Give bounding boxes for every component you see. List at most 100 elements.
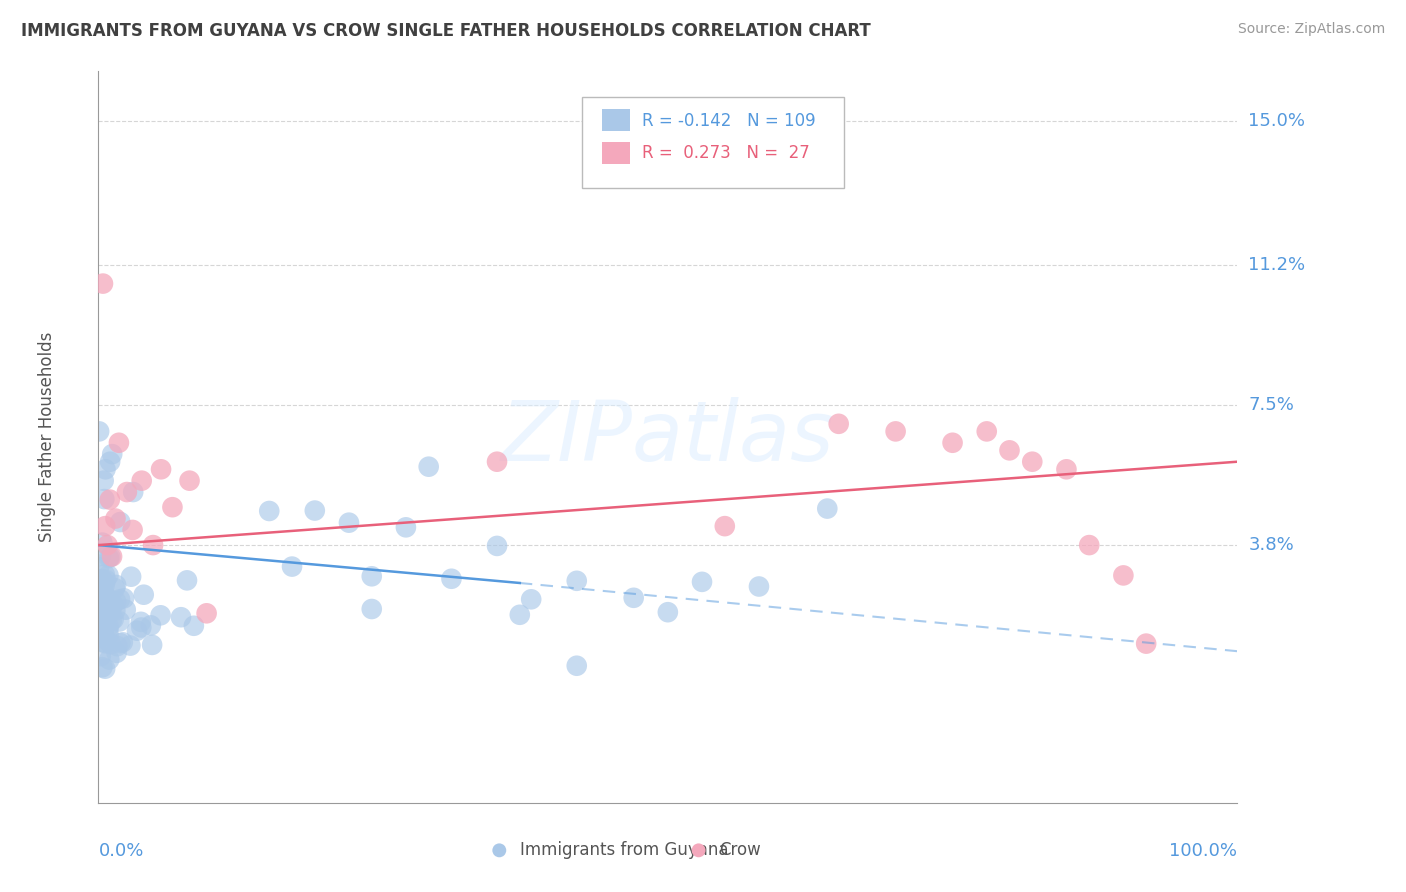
Point [828, 417, 851, 431]
Point [1078, 538, 1101, 552]
Text: IMMIGRANTS FROM GUYANA VS CROW SINGLE FATHER HOUSEHOLDS CORRELATION CHART: IMMIGRANTS FROM GUYANA VS CROW SINGLE FA… [21, 22, 870, 40]
Text: 3.8%: 3.8% [1249, 536, 1294, 554]
Point [176, 574, 198, 588]
Point [97, 623, 120, 637]
Point [1021, 455, 1043, 469]
Point [259, 504, 281, 518]
Point [105, 578, 128, 592]
Point [131, 474, 153, 488]
Point [1112, 568, 1135, 582]
Point [281, 559, 304, 574]
Point [101, 549, 124, 564]
Point [91, 601, 114, 615]
Point [100, 614, 122, 628]
Point [98, 592, 121, 607]
Point [112, 591, 135, 606]
Point [714, 519, 737, 533]
Text: R =  0.273   N =  27: R = 0.273 N = 27 [641, 145, 810, 162]
Point [162, 500, 184, 515]
Point [110, 636, 132, 650]
Point [108, 592, 131, 607]
Point [486, 455, 509, 469]
Point [97, 551, 120, 566]
Text: Single Father Households: Single Father Households [38, 332, 56, 542]
Point [90, 613, 112, 627]
Point [129, 620, 152, 634]
Point [509, 607, 531, 622]
Point [94, 519, 117, 533]
Point [87, 628, 110, 642]
FancyBboxPatch shape [602, 110, 630, 131]
Point [105, 639, 128, 653]
Point [101, 447, 124, 461]
Point [93, 492, 115, 507]
Point [98, 604, 121, 618]
Point [87, 598, 110, 612]
Point [94, 614, 117, 628]
Point [690, 574, 713, 589]
Point [104, 511, 127, 525]
Point [141, 638, 163, 652]
Point [623, 591, 645, 605]
Text: 0.0%: 0.0% [98, 842, 143, 860]
Point [150, 462, 173, 476]
Point [337, 516, 360, 530]
Point [139, 618, 162, 632]
Point [1054, 462, 1078, 476]
Point [565, 574, 588, 588]
Point [360, 569, 382, 583]
Point [395, 520, 418, 534]
Point [89, 601, 111, 615]
Point [129, 615, 152, 629]
Point [120, 570, 142, 584]
FancyBboxPatch shape [602, 142, 630, 163]
Point [486, 539, 509, 553]
Point [1135, 637, 1157, 651]
Text: Crow: Crow [718, 841, 761, 859]
Point [91, 597, 114, 611]
Point [93, 629, 115, 643]
Point [93, 615, 115, 629]
FancyBboxPatch shape [582, 97, 845, 188]
Point [96, 538, 118, 552]
Point [90, 573, 112, 587]
Point [195, 607, 218, 621]
Point [93, 613, 115, 627]
Point [170, 610, 193, 624]
Point [179, 474, 201, 488]
Point [89, 574, 111, 588]
Point [103, 612, 125, 626]
Point [91, 617, 114, 632]
Point [183, 619, 205, 633]
Point [657, 605, 679, 619]
Point [91, 660, 114, 674]
Point [90, 622, 112, 636]
Point [748, 580, 770, 594]
Point [90, 649, 112, 664]
Point [96, 591, 118, 606]
Point [94, 462, 117, 476]
Point [122, 485, 145, 500]
Point [98, 455, 121, 469]
Point [98, 652, 121, 666]
Point [89, 604, 111, 618]
Point [104, 581, 127, 595]
Point [115, 485, 138, 500]
Point [121, 523, 143, 537]
Point [100, 549, 122, 564]
Point [111, 635, 134, 649]
Point [142, 538, 165, 552]
Point [94, 662, 117, 676]
Point [98, 492, 121, 507]
Point [93, 589, 115, 603]
Point [91, 573, 114, 587]
Point [418, 459, 440, 474]
Point [104, 603, 127, 617]
Point [105, 646, 128, 660]
Point [93, 578, 115, 592]
Point [304, 503, 326, 517]
Text: R = -0.142   N = 109: R = -0.142 N = 109 [641, 112, 815, 130]
Point [100, 605, 122, 619]
Text: 100.0%: 100.0% [1170, 842, 1237, 860]
Point [94, 632, 117, 647]
